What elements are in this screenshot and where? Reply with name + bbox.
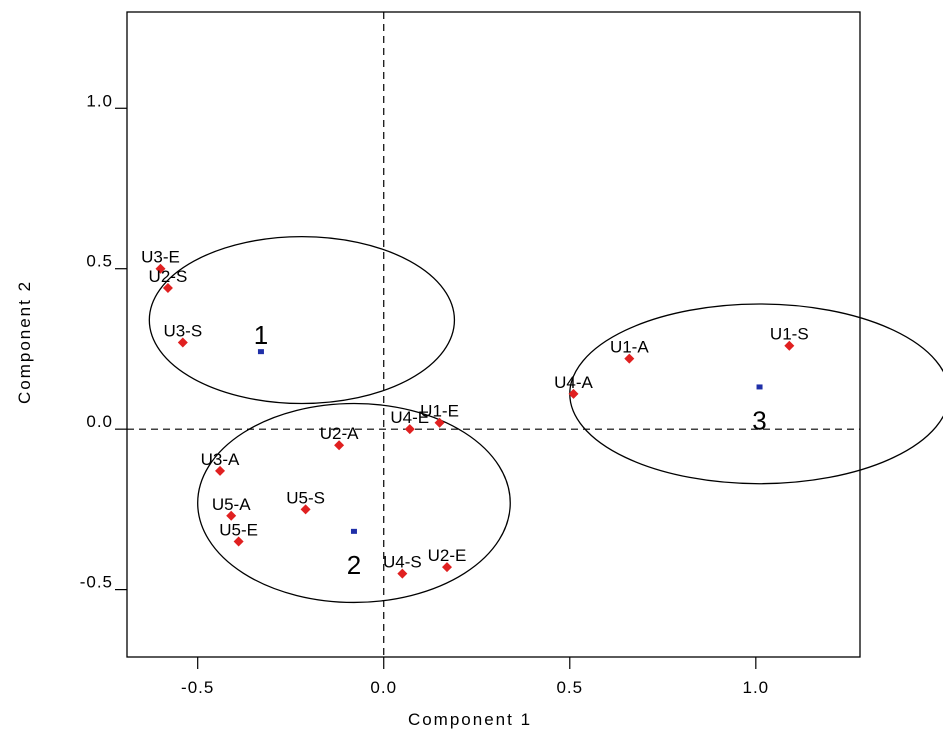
cluster-2-ellipse xyxy=(197,402,511,604)
point-u2-s xyxy=(162,282,173,293)
point-label-u2-a: U2-A xyxy=(320,424,359,443)
cluster-1-center xyxy=(257,349,264,355)
point-u5-e xyxy=(233,536,244,547)
y-tick-label: 0.0 xyxy=(86,412,113,431)
cluster-3-center xyxy=(756,384,763,390)
point-u5-a xyxy=(226,510,237,521)
point-u3-a xyxy=(215,465,226,476)
point-label-u5-a: U5-A xyxy=(212,495,251,514)
point-u2-a xyxy=(334,440,345,451)
cluster-3-label: 3 xyxy=(752,405,766,435)
point-u4-e xyxy=(404,424,415,435)
point-label-u3-e: U3-E xyxy=(141,248,180,267)
x-tick-label: -0.5 xyxy=(181,678,214,697)
point-label-u4-e: U4-E xyxy=(390,408,429,427)
cluster-ellipses xyxy=(148,235,943,604)
point-label-u2-s: U2-S xyxy=(149,267,188,286)
point-label-u2-e: U2-E xyxy=(428,546,467,565)
point-u1-a xyxy=(624,353,635,364)
point-label-u1-a: U1-A xyxy=(610,338,649,357)
point-label-u4-a: U4-A xyxy=(554,373,593,392)
y-tick-label: -0.5 xyxy=(80,573,113,592)
x-axis-title: Component 1 xyxy=(408,710,532,729)
y-axis: -0.5 0.0 0.5 1.0 xyxy=(80,91,127,592)
point-label-u1-s: U1-S xyxy=(770,325,809,344)
y-tick-label: 0.5 xyxy=(86,252,113,271)
point-label-u4-s: U4-S xyxy=(383,553,422,572)
x-axis: -0.5 0.0 0.5 1.0 xyxy=(181,657,769,697)
point-u1-s xyxy=(784,340,795,351)
cluster-2-center xyxy=(350,528,357,534)
point-u2-e xyxy=(441,562,452,573)
y-tick-label: 1.0 xyxy=(86,91,113,110)
cluster-3-ellipse xyxy=(569,303,943,485)
cluster-centers: 1 2 3 xyxy=(254,320,767,580)
cluster-2-label: 2 xyxy=(347,550,361,580)
x-tick-label: 0.0 xyxy=(370,678,397,697)
point-u3-s xyxy=(177,337,188,348)
point-label-u5-e: U5-E xyxy=(219,520,258,539)
x-tick-label: 0.5 xyxy=(556,678,583,697)
point-u5-s xyxy=(300,504,311,515)
x-tick-label: 1.0 xyxy=(742,678,769,697)
cluster-1-ellipse xyxy=(148,235,456,405)
y-axis-title: Component 2 xyxy=(15,280,34,404)
cluster-1-label: 1 xyxy=(254,320,268,350)
point-label-u5-s: U5-S xyxy=(286,488,325,507)
point-u4-a xyxy=(568,388,579,399)
point-u4-s xyxy=(397,568,408,579)
point-label-u3-a: U3-A xyxy=(201,450,240,469)
point-u3-e xyxy=(155,263,166,274)
reference-lines xyxy=(127,12,860,657)
point-label-u3-s: U3-S xyxy=(163,322,202,341)
point-u1-e xyxy=(434,417,445,428)
plot-frame xyxy=(126,11,861,658)
data-points: U3-EU2-S U3-S U1-A U1-S U4-A U4-EU1-E U2-A U3-A… xyxy=(141,248,809,579)
point-label-u1-e: U1-E xyxy=(420,402,459,421)
